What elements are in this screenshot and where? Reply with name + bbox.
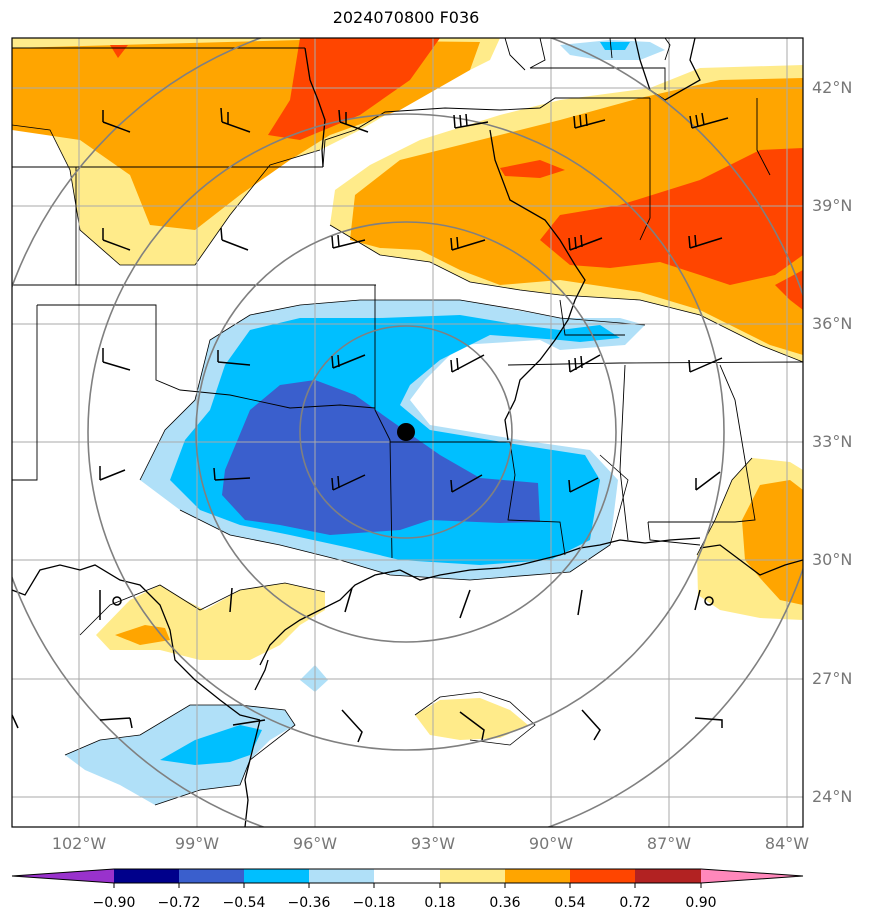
lon-label-90w: 90°W [528, 834, 574, 853]
colorbar-tick-label: −0.90 [92, 895, 136, 911]
map-content [12, 38, 803, 827]
lat-label-24n: 24°N [812, 787, 853, 806]
lon-label-84w: 84°W [764, 834, 810, 853]
map-title: 2024070800 F036 [332, 8, 480, 27]
colorbar-tick-label: −0.54 [222, 895, 266, 911]
colorbar-over [701, 869, 803, 883]
lat-label-36n: 36°N [812, 314, 853, 333]
lat-label-42n: 42°N [812, 78, 853, 97]
lon-label-99w: 99°W [174, 834, 220, 853]
colorbar-under [12, 869, 114, 883]
range-rings [12, 38, 803, 827]
colorbar-tick-label: 0.36 [489, 895, 521, 911]
coastlines [12, 38, 803, 827]
station-marker [397, 423, 415, 441]
lat-label-33n: 33°N [812, 432, 853, 451]
calm-markers [112, 596, 714, 606]
wind-barbs [12, 107, 729, 743]
colorbar-tick-label: −0.36 [287, 895, 331, 911]
colorbar-tick-label: 0.18 [424, 895, 456, 911]
lon-label-102w: 102°W [51, 834, 107, 853]
lon-label-87w: 87°W [646, 834, 692, 853]
lat-label-39n: 39°N [812, 196, 853, 215]
colorbar-tick-label: −0.72 [157, 895, 201, 911]
lon-label-93w: 93°W [410, 834, 456, 853]
lat-label-30n: 30°N [812, 550, 853, 569]
positive-anomaly-north [12, 38, 803, 362]
lon-label-96w: 96°W [292, 834, 338, 853]
positive-anomaly-gulf [96, 583, 528, 740]
lat-label-27n: 27°N [812, 669, 853, 688]
colorbar-tick-label: 0.54 [554, 895, 586, 911]
colorbar-tick-label: 0.72 [619, 895, 651, 911]
colorbar-tick-label: 0.90 [685, 895, 717, 911]
state-borders [12, 38, 803, 559]
gridlines [12, 38, 803, 827]
map-frame [11, 37, 804, 828]
colorbar [11, 868, 804, 888]
colorbar-tick-label: −0.18 [352, 895, 396, 911]
